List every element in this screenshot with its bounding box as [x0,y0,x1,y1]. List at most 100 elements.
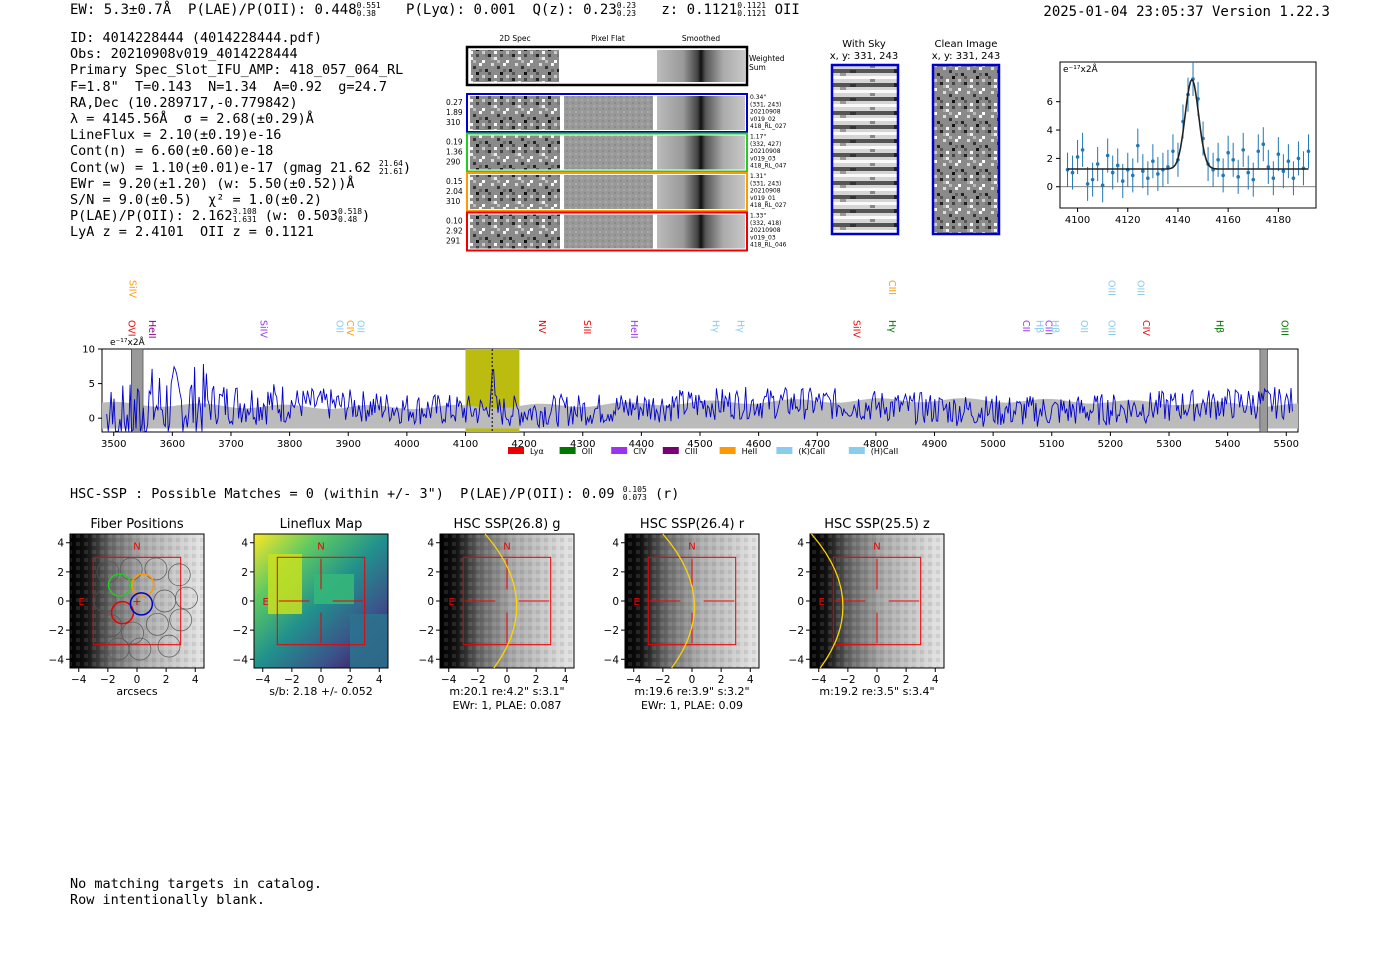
panel-caption: arcsecs [116,685,158,698]
panel-xtick-label: 4 [932,674,939,686]
spectrum-xtick-label: 5300 [1156,439,1181,450]
spectral-line-marker: CII [1020,320,1031,332]
spectrum-xtick-label: 5100 [1039,439,1064,450]
spectrum-xtick-label: 3800 [277,439,302,450]
zoom-xtick-label: 4160 [1215,215,1240,226]
panel-ytick-label: 4 [427,538,434,550]
zoom-data-point [1271,176,1276,181]
fiber-circle-highlight [110,600,135,625]
fiber-circle [119,557,143,581]
legend-label: CIII [685,447,698,456]
panel-ytick-label: 4 [797,538,804,550]
flux-series-line [106,363,1293,433]
cutout-left-label: 0.19 [446,138,463,147]
zoom-data-point [1105,153,1110,158]
fiber-circle-highlight [131,573,155,597]
panel-caption-2: EWr: 1, PLAE: 0.09 [641,699,743,712]
panel-title: HSC SSP(25.5) z [824,517,930,532]
zoom-data-point [1090,177,1095,182]
clean-image-xy: x, y: 331, 243 [932,51,1001,62]
spectrum-xtick-label: 5500 [1274,439,1299,450]
zoom-data-point [1171,149,1175,154]
cutout-right-label: v019_02 [750,116,776,123]
panel-xtick-label: 0 [689,674,696,686]
zoom-data-point [1130,173,1135,178]
panel-ytick-label: 4 [612,538,619,550]
contn-line: Cont(n) = 6.60(±0.60)e-18 [70,143,274,160]
qz-value: 0.23 [583,2,617,18]
weighted-sum-smoothed [657,50,745,82]
legend-swatch [776,447,793,454]
detection-info: ID: 4014228444 (4014228444.pdf) Obs: 202… [70,30,411,241]
legend-label: (H)CaII [871,447,898,456]
ewr-line: EWr = 9.20(±1.20) (w: 5.50(±0.52))Å [70,175,355,192]
cutout-right-label: 418_RL_046 [750,242,787,249]
hsc-suffix: (r) [654,486,680,502]
panel-xtick-label: 2 [903,674,910,686]
zoom-data-point [1095,162,1100,166]
panel-xtick-label: 4 [376,674,383,686]
east-label: E [78,597,84,608]
zoom-data-point [1110,170,1115,175]
legend-swatch [848,447,865,454]
cutout-2d-spec [470,96,560,130]
zoom-data-point [1256,149,1261,154]
fiber-params-line: F=1.8" T=0.143 N=1.34 A=0.92 g=24.7 [70,78,387,95]
cutout-right-label: (331, 243) [750,101,781,108]
zoom-data-point [1120,179,1125,183]
zoom-data-point [1241,148,1246,152]
zoom-data-point [1291,176,1296,181]
panel-ytick-label: 4 [57,538,64,550]
spectral-line-marker: Hγ [709,320,720,333]
legend-label: HeII [742,447,758,456]
plae-bounds: 0.551 0.38 [357,2,381,18]
plae-value: 0.448 [314,2,357,18]
radec-line: RA,Dec (10.289717,-0.779842) [70,94,298,111]
panel-ytick-label: 4 [241,538,248,550]
ellipse-arc [662,533,696,669]
datetime: 2025-01-04 23:05:37 [1043,4,1204,20]
spectral-line-marker: OIII [1279,320,1290,336]
plae-w-bounds: 0.518 0.48 [338,208,362,224]
cutout-right-label: (332, 427) [750,141,781,148]
spectrum-xtick-label: 4900 [922,439,947,450]
zoom-xtick-label: 4120 [1115,215,1140,226]
plae-lo: 0.38 [356,9,376,18]
spectral-line-marker: OII [355,320,366,333]
zoom-data-point [1246,170,1251,175]
cutout-smoothed [657,214,745,249]
qz-lo: 0.23 [616,9,637,18]
weighted-label: Weighted [749,54,785,63]
col-flat-title: Pixel Flat [591,34,625,43]
panel-ytick-label: 0 [57,596,64,608]
spectral-line-marker: Hβ [1034,320,1045,333]
qz-bounds: 0.23 0.23 [617,2,636,18]
fiber-circle [121,621,144,645]
hsc-lo: 0.073 [622,493,647,502]
zoom-data-point [1115,163,1120,168]
zoom-data-point [1231,158,1235,162]
cutout-right-label: 20210908 [750,227,781,234]
panel-xtick-label: −4 [811,674,827,686]
north-label: N [688,542,695,553]
zoom-xtick-label: 4140 [1165,215,1190,226]
panel-xtick-label: 4 [747,674,754,686]
fiber-circle-highlight [107,573,132,597]
zoom-ytick-label: 2 [1047,154,1053,165]
cutout-right-label: 20210908 [750,148,781,155]
zoom-ytick-label: 0 [1047,182,1053,193]
aperture-box [832,556,922,646]
fiber-circle [99,614,123,638]
panel-caption: m:20.1 re:4.2" s:3.1" [449,685,564,698]
z-hi: 0.1121 [737,1,767,10]
panel-ytick-label: −2 [233,625,248,637]
panel-xtick-label: 4 [192,674,199,686]
spectral-line-marker: Hγ [735,320,746,333]
plae-mid: (w: 0.503 [256,208,338,225]
z-lo: 0.1121 [737,9,767,18]
cutout-pixel-flat [564,135,653,170]
legend-swatch [559,447,576,454]
panel-xtick-label: −2 [284,674,299,686]
ellipse-arc [810,533,844,669]
spectrum-xtick-label: 4400 [629,439,654,450]
